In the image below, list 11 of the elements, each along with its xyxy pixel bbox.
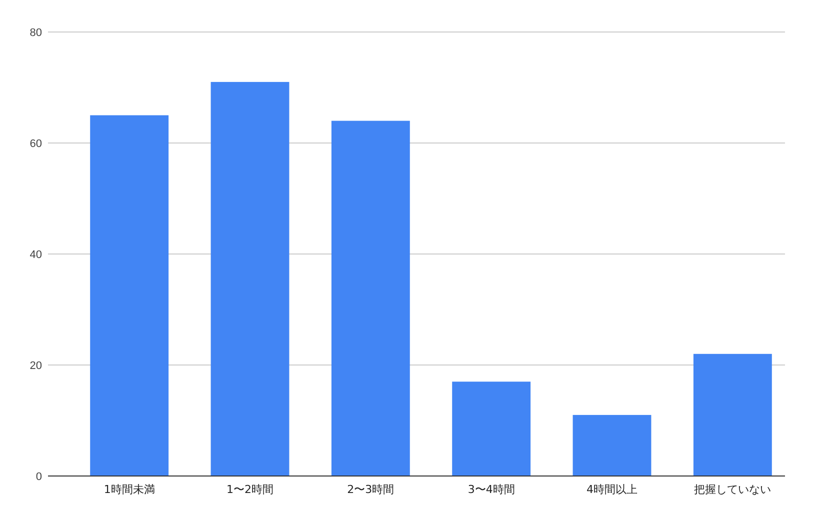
x-tick-label: 1時間未満 [104,483,155,496]
y-tick-label: 80 [30,27,42,39]
y-tick-label: 60 [30,138,42,150]
y-tick-label: 40 [30,249,42,261]
y-tick-label: 0 [36,471,42,483]
x-tick-label: 1〜2時間 [226,483,274,496]
x-tick-label: 4時間以上 [586,483,638,496]
x-tick-label: 把握していない [694,483,772,496]
y-tick-label: 20 [30,360,42,372]
x-tick-label: 3〜4時間 [468,483,515,496]
x-tick-label: 2〜3時間 [347,483,394,496]
